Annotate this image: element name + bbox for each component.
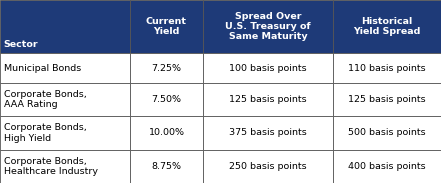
Text: Municipal Bonds: Municipal Bonds — [4, 64, 81, 73]
Text: 7.50%: 7.50% — [151, 95, 182, 104]
Bar — [130, 83, 203, 116]
Text: 110 basis points: 110 basis points — [348, 64, 426, 73]
Text: 375 basis points: 375 basis points — [229, 128, 307, 137]
Bar — [333, 83, 441, 116]
Text: 400 basis points: 400 basis points — [348, 162, 426, 171]
Bar — [203, 150, 333, 183]
Text: 250 basis points: 250 basis points — [229, 162, 307, 171]
Bar — [130, 53, 203, 83]
Text: Current
Yield: Current Yield — [146, 17, 187, 36]
Bar — [130, 0, 203, 53]
Bar — [333, 0, 441, 53]
Text: 500 basis points: 500 basis points — [348, 128, 426, 137]
Bar — [333, 53, 441, 83]
Bar — [0, 0, 130, 53]
Bar — [0, 116, 130, 150]
Bar — [333, 150, 441, 183]
Text: 125 basis points: 125 basis points — [348, 95, 426, 104]
Text: Spread Over
U.S. Treasury of
Same Maturity: Spread Over U.S. Treasury of Same Maturi… — [225, 12, 311, 42]
Bar — [0, 53, 130, 83]
Bar — [203, 53, 333, 83]
Bar — [0, 150, 130, 183]
Text: Historical
Yield Spread: Historical Yield Spread — [353, 17, 421, 36]
Bar — [203, 83, 333, 116]
Text: 100 basis points: 100 basis points — [229, 64, 307, 73]
Text: Corporate Bonds,
Healthcare Industry: Corporate Bonds, Healthcare Industry — [4, 157, 97, 176]
Bar — [333, 116, 441, 150]
Bar — [130, 116, 203, 150]
Bar — [130, 150, 203, 183]
Text: Corporate Bonds,
High Yield: Corporate Bonds, High Yield — [4, 123, 86, 143]
Bar — [203, 0, 333, 53]
Bar — [0, 83, 130, 116]
Bar — [203, 116, 333, 150]
Text: 7.25%: 7.25% — [151, 64, 182, 73]
Text: 125 basis points: 125 basis points — [229, 95, 307, 104]
Text: Corporate Bonds,
AAA Rating: Corporate Bonds, AAA Rating — [4, 90, 86, 109]
Text: 8.75%: 8.75% — [151, 162, 182, 171]
Text: 10.00%: 10.00% — [149, 128, 184, 137]
Text: Sector: Sector — [4, 40, 38, 49]
